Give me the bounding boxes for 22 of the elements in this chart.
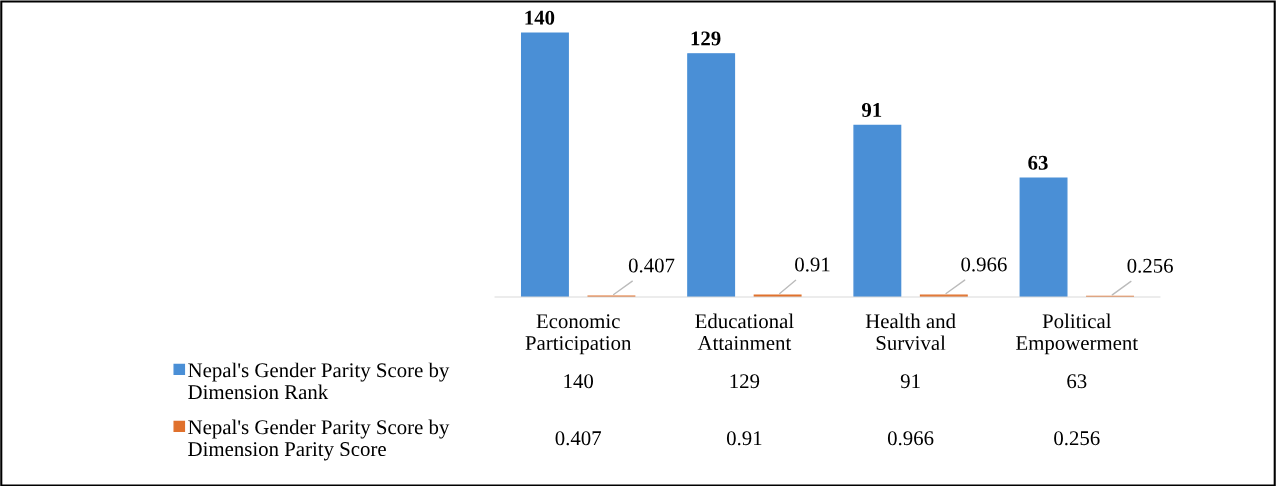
text: 0.256 — [1054, 431, 1100, 446]
data-label: 0.256 — [1127, 258, 1173, 273]
x-tick-label: Political Empowerment — [1016, 313, 1138, 355]
text: 129 — [730, 374, 760, 389]
text: 91 — [900, 374, 920, 389]
data-label: 140 — [525, 10, 555, 25]
x-tick-label: Health and Survival — [865, 313, 956, 351]
data-label: 0.407 — [628, 258, 675, 273]
data-label: 129 — [691, 31, 721, 46]
text: 0.407 — [555, 431, 602, 446]
legend-label: Nepal's Gender Parity Score by Dimension Parity Score — [188, 419, 450, 461]
legend-label: Nepal's Gender Parity Score by Dimension Rank — [188, 362, 450, 400]
text: 63 — [1067, 374, 1087, 389]
data-label: 63 — [1028, 155, 1048, 170]
text: 140 — [564, 374, 594, 389]
data-label: 91 — [861, 103, 882, 118]
text: 0.966 — [887, 431, 934, 446]
x-tick-label: Economic Participation — [525, 314, 632, 355]
data-label: 0.91 — [795, 257, 830, 272]
x-tick-label: Educational Attainment — [695, 313, 794, 351]
text: 0.91 — [726, 431, 762, 446]
data-label: 0.966 — [961, 257, 1007, 272]
